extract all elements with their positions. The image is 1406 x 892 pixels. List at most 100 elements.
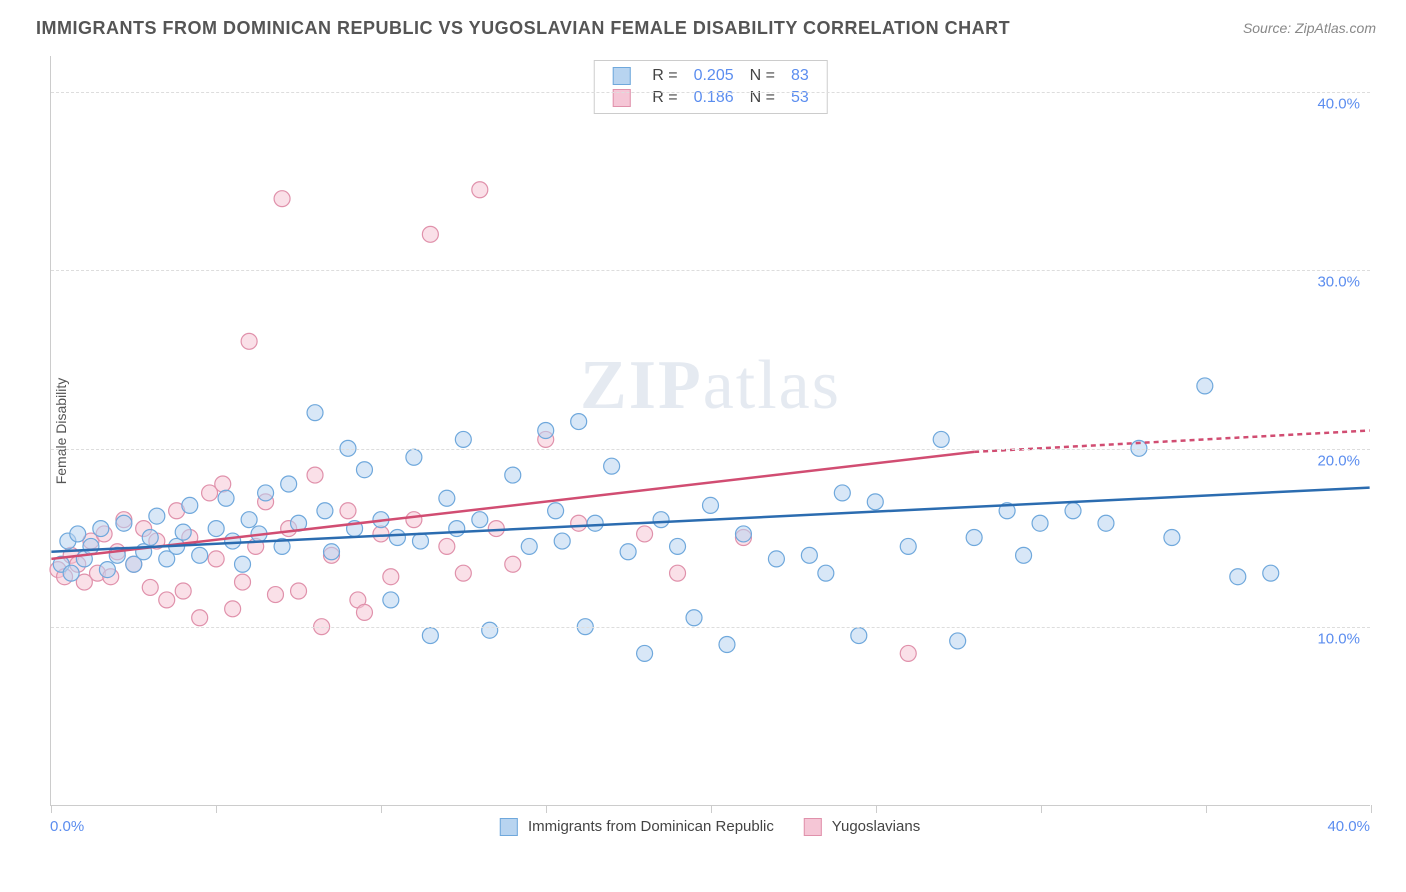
x-tick	[1371, 805, 1372, 813]
scatter-point	[505, 556, 521, 572]
scatter-point	[455, 565, 471, 581]
scatter-point	[267, 587, 283, 603]
x-tick	[546, 805, 547, 813]
scatter-point	[834, 485, 850, 501]
scatter-point	[670, 565, 686, 581]
scatter-point	[241, 512, 257, 528]
scatter-point	[225, 533, 241, 549]
scatter-point	[703, 497, 719, 513]
scatter-point	[175, 524, 191, 540]
scatter-point	[99, 562, 115, 578]
scatter-point	[356, 604, 372, 620]
x-tick	[51, 805, 52, 813]
x-tick	[1041, 805, 1042, 813]
scatter-point	[215, 476, 231, 492]
scatter-point	[307, 467, 323, 483]
scatter-point	[1230, 569, 1246, 585]
scatter-point	[1164, 530, 1180, 546]
scatter-point	[900, 538, 916, 554]
y-tick-label: 40.0%	[1317, 95, 1360, 112]
bottom-legend-label-1: Immigrants from Dominican Republic	[528, 818, 774, 835]
scatter-point	[159, 592, 175, 608]
scatter-point	[472, 182, 488, 198]
scatter-point	[192, 610, 208, 626]
scatter-point	[933, 431, 949, 447]
scatter-point	[719, 637, 735, 653]
scatter-point	[439, 538, 455, 554]
bottom-legend: Immigrants from Dominican Republic Yugos…	[500, 818, 920, 836]
gridline	[51, 449, 1370, 450]
x-axis-max-label: 40.0%	[1327, 818, 1370, 835]
scatter-point	[412, 533, 428, 549]
source-value: ZipAtlas.com	[1295, 20, 1376, 36]
scatter-point	[571, 515, 587, 531]
scatter-point	[93, 521, 109, 537]
scatter-point	[142, 579, 158, 595]
plot-svg	[51, 56, 1370, 805]
scatter-point	[116, 515, 132, 531]
gridline	[51, 92, 1370, 93]
scatter-point	[258, 485, 274, 501]
scatter-point	[548, 503, 564, 519]
scatter-point	[182, 497, 198, 513]
source-prefix: Source:	[1243, 20, 1295, 36]
scatter-point	[1065, 503, 1081, 519]
header-row: IMMIGRANTS FROM DOMINICAN REPUBLIC VS YU…	[0, 0, 1406, 47]
scatter-point	[735, 526, 751, 542]
scatter-point	[538, 423, 554, 439]
legend-swatch-pink	[804, 818, 822, 836]
scatter-point	[235, 574, 251, 590]
scatter-point	[208, 551, 224, 567]
scatter-point	[383, 592, 399, 608]
scatter-point	[950, 633, 966, 649]
scatter-point	[324, 544, 340, 560]
legend-swatch-blue	[500, 818, 518, 836]
source-label: Source: ZipAtlas.com	[1243, 20, 1376, 38]
scatter-point	[686, 610, 702, 626]
scatter-point	[70, 526, 86, 542]
scatter-point	[218, 490, 234, 506]
scatter-point	[472, 512, 488, 528]
scatter-point	[307, 405, 323, 421]
bottom-legend-item-1: Immigrants from Dominican Republic	[500, 818, 774, 836]
scatter-point	[637, 526, 653, 542]
scatter-point	[149, 508, 165, 524]
scatter-point	[1263, 565, 1279, 581]
plot-area: Female Disability ZIPatlas R = 0.205 N =…	[50, 56, 1370, 806]
scatter-point	[1197, 378, 1213, 394]
y-tick-label: 30.0%	[1317, 274, 1360, 291]
scatter-point	[900, 645, 916, 661]
scatter-point	[422, 628, 438, 644]
scatter-point	[439, 490, 455, 506]
x-tick	[216, 805, 217, 813]
x-tick	[711, 805, 712, 813]
scatter-point	[768, 551, 784, 567]
scatter-point	[142, 530, 158, 546]
scatter-point	[482, 622, 498, 638]
scatter-point	[455, 431, 471, 447]
bottom-legend-label-2: Yugoslavians	[832, 818, 920, 835]
scatter-point	[281, 476, 297, 492]
scatter-point	[653, 512, 669, 528]
chart-title: IMMIGRANTS FROM DOMINICAN REPUBLIC VS YU…	[36, 18, 1010, 39]
y-tick-label: 10.0%	[1317, 631, 1360, 648]
scatter-point	[373, 526, 389, 542]
scatter-point	[83, 538, 99, 554]
scatter-point	[356, 462, 372, 478]
bottom-legend-item-2: Yugoslavians	[804, 818, 920, 836]
x-tick	[876, 805, 877, 813]
scatter-point	[867, 494, 883, 510]
scatter-point	[422, 226, 438, 242]
scatter-point	[274, 191, 290, 207]
scatter-point	[587, 515, 603, 531]
gridline	[51, 627, 1370, 628]
x-axis-row: 0.0% Immigrants from Dominican Republic …	[50, 818, 1370, 848]
scatter-point	[235, 556, 251, 572]
x-axis-min-label: 0.0%	[50, 818, 84, 835]
scatter-point	[521, 538, 537, 554]
scatter-point	[505, 467, 521, 483]
scatter-point	[389, 530, 405, 546]
scatter-point	[406, 512, 422, 528]
x-tick	[381, 805, 382, 813]
y-tick-label: 20.0%	[1317, 452, 1360, 469]
